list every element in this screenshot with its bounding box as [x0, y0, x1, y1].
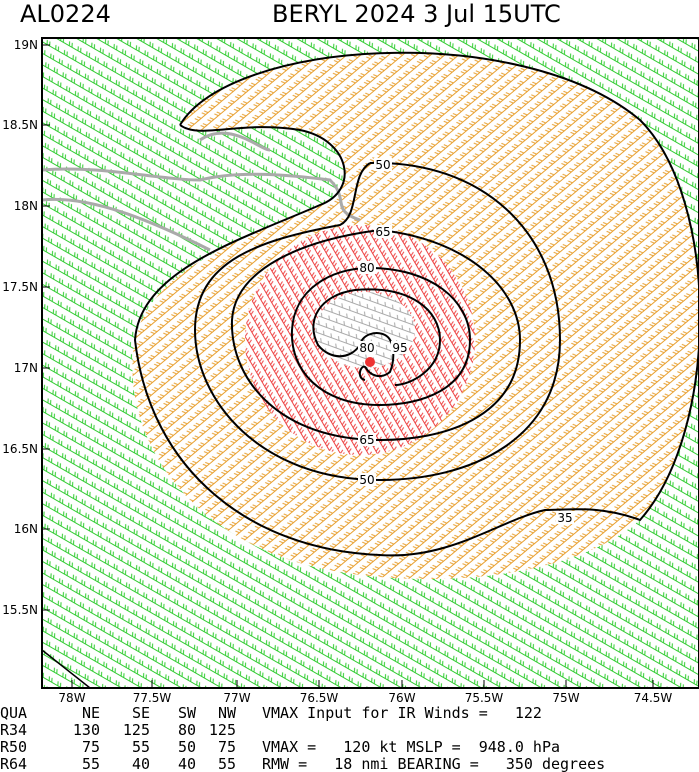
contour-label: 35 [557, 511, 572, 525]
table-info: VMAX Input for IR Winds = 122 [262, 704, 542, 722]
contour-label-bg [358, 261, 376, 274]
contour-label: 50 [359, 473, 374, 487]
table-cell: 80 [178, 721, 196, 739]
contour-label: 65 [359, 433, 374, 447]
map-frame [41, 37, 699, 689]
lat-label: 18.5N [2, 118, 38, 132]
contour-label-bg [358, 433, 376, 446]
table-cell: 40 [178, 755, 196, 772]
table-cell: 40 [132, 755, 150, 772]
lon-label: 77W [223, 691, 250, 705]
contour-label: 80 [359, 261, 374, 275]
wind-field [42, 38, 699, 688]
lon-label: 75W [552, 691, 579, 705]
lat-label: 16.5N [2, 442, 38, 456]
table-cell: R50 [0, 738, 27, 756]
lon-label: 77.5W [133, 691, 172, 705]
lat-label: 16N [14, 522, 38, 536]
contour-label-bg [358, 341, 376, 354]
table-cell: NE [82, 704, 100, 722]
lon-label: 74.5W [634, 691, 673, 705]
table-cell: 75 [82, 738, 100, 756]
lat-label: 15.5N [2, 603, 38, 617]
contour-label-bg [374, 225, 392, 238]
table-cell: 125 [209, 721, 236, 739]
contour-label: 65 [375, 225, 390, 239]
lon-label: 76W [388, 691, 415, 705]
table-info: VMAX = 120 kt MSLP = 948.0 hPa [262, 738, 560, 756]
contour-label: 50 [375, 158, 390, 172]
lat-label: 17.5N [2, 280, 38, 294]
table-cell: R34 [0, 721, 27, 739]
contour-label-bg [391, 341, 409, 354]
contour-label-bg [556, 511, 574, 524]
table-cell: 130 [73, 721, 100, 739]
contour-label-bg [374, 158, 392, 171]
table-cell: NW [218, 704, 237, 722]
table-cell: SE [132, 704, 150, 722]
contour-label: 80 [359, 341, 374, 355]
lat-label: 19N [14, 38, 38, 52]
table-cell: R64 [0, 755, 27, 772]
table-info: RMW = 18 nmi BEARING = 350 degrees [262, 755, 605, 772]
contour-label: 95 [392, 341, 407, 355]
table-cell: 55 [218, 755, 236, 772]
table-cell: SW [178, 704, 197, 722]
contour-label-bg [358, 473, 376, 486]
table-cell: 55 [82, 755, 100, 772]
storm-id: AL0224 [20, 0, 111, 28]
table-cell: 50 [178, 738, 196, 756]
table-cell: 75 [218, 738, 236, 756]
lon-label: 75.5W [465, 691, 504, 705]
lon-label: 76.5W [300, 691, 339, 705]
table-cell: QUA [0, 704, 27, 722]
lat-label: 17N [14, 361, 38, 375]
table-cell: 125 [123, 721, 150, 739]
table-cell: 55 [132, 738, 150, 756]
lon-label: 78W [58, 691, 85, 705]
lat-label: 18N [14, 199, 38, 213]
storm-time: BERYL 2024 3 Jul 15UTC [272, 0, 561, 28]
